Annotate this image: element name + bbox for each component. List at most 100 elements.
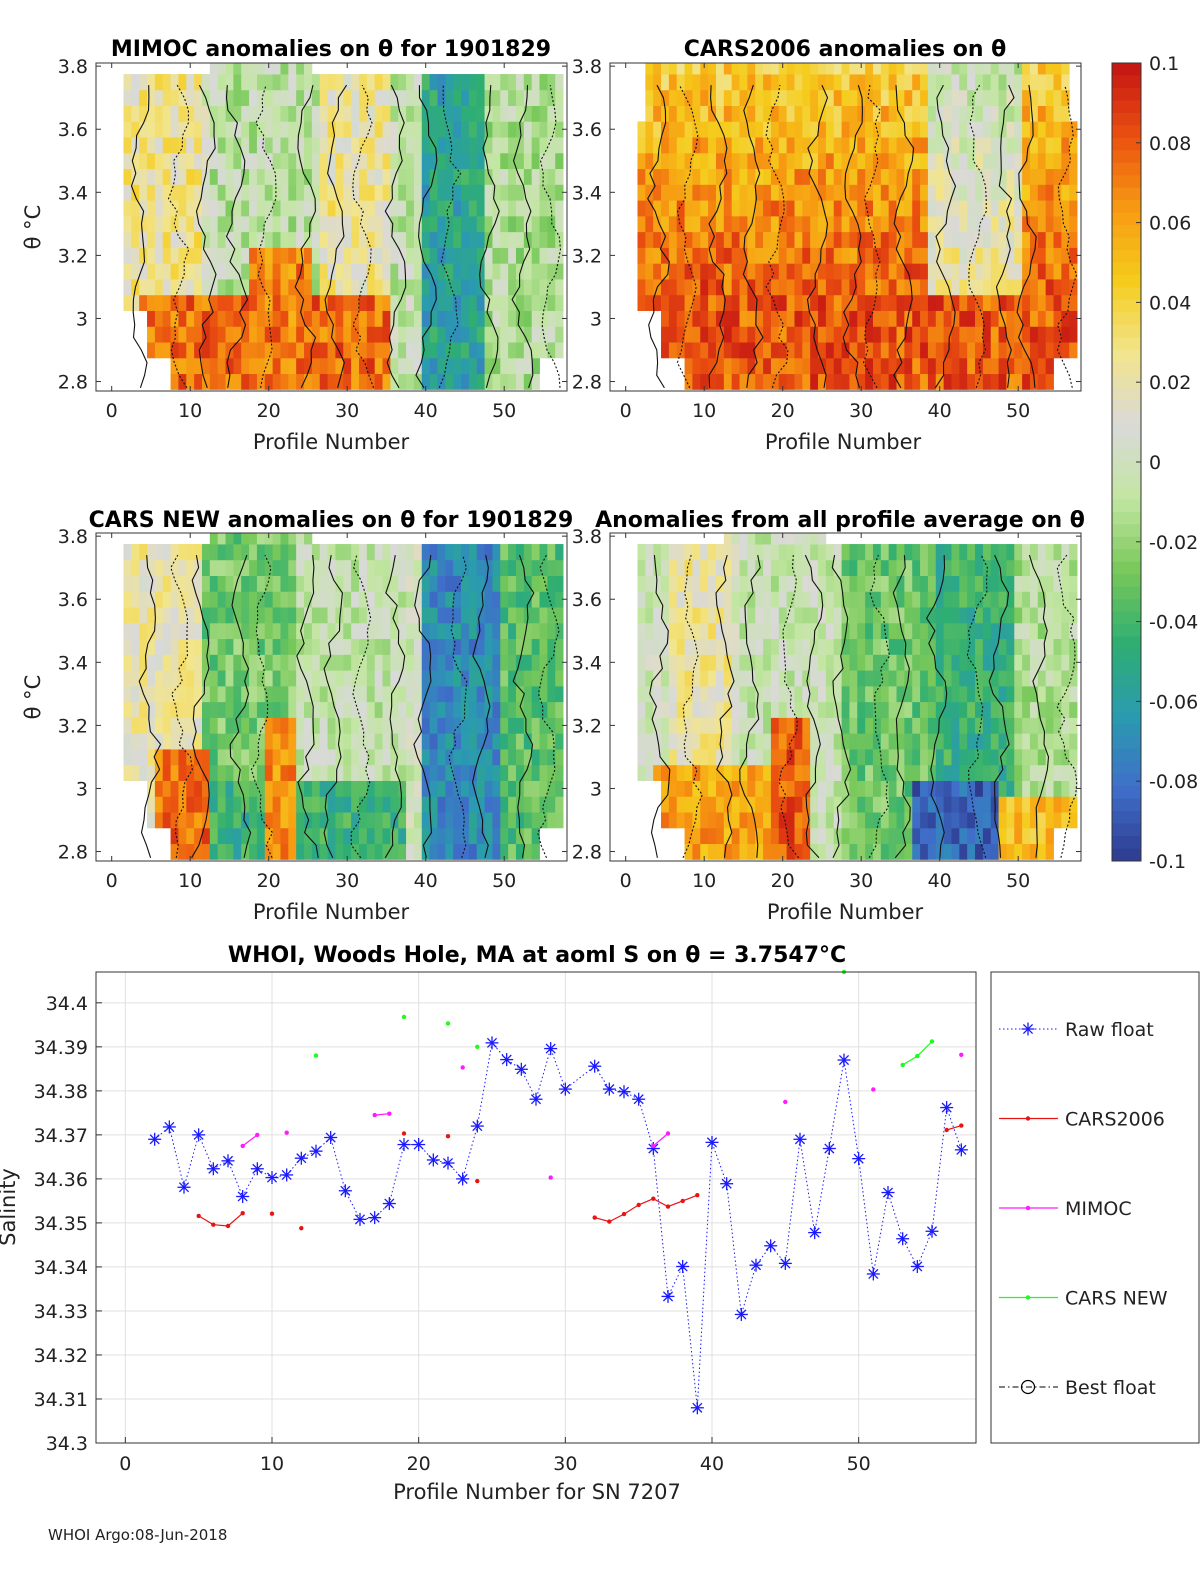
- heatmap-cell: [390, 843, 399, 860]
- heatmap-cell: [802, 591, 811, 608]
- heatmap-cell: [802, 121, 811, 138]
- heatmap-cell: [825, 152, 835, 170]
- heatmap-cell: [249, 121, 258, 138]
- heatmap-cell: [264, 200, 274, 217]
- contour-line: [384, 555, 406, 859]
- heatmap-cell: [178, 342, 187, 359]
- heatmap-cell: [421, 780, 431, 797]
- heatmap-cell: [778, 544, 788, 561]
- x-tick-label: 30: [335, 870, 359, 892]
- heatmap-cell: [1053, 168, 1062, 185]
- heatmap-cell: [778, 231, 788, 248]
- heatmap-cell: [319, 137, 328, 154]
- heatmap-cell: [1053, 121, 1062, 138]
- heatmap-cell: [668, 575, 678, 592]
- heatmap-cell: [833, 717, 842, 734]
- heatmap-cell: [935, 749, 945, 766]
- heatmap-cell: [249, 843, 258, 860]
- heatmap-cell: [951, 326, 960, 343]
- heatmap-cell: [209, 733, 219, 750]
- heatmap-cell: [731, 373, 740, 390]
- heatmap-cell: [131, 749, 140, 766]
- x-tick-label: 40: [928, 400, 952, 422]
- heatmap-cell: [406, 231, 415, 248]
- heatmap-cell: [123, 168, 132, 185]
- heatmap-cell: [1022, 717, 1031, 734]
- heatmap-cell: [661, 796, 670, 813]
- plot-frame: [95, 62, 568, 392]
- heatmap-cell: [453, 685, 462, 703]
- heatmap-cell: [990, 373, 999, 390]
- heatmap-cell: [539, 279, 548, 296]
- heatmap-cell: [708, 105, 717, 122]
- heatmap-cell: [912, 670, 921, 687]
- heatmap-cell: [1037, 89, 1047, 106]
- heatmap-cell: [786, 591, 795, 608]
- heatmap-cell: [453, 654, 462, 671]
- heatmap-cell: [170, 733, 179, 750]
- heatmap-cell: [700, 827, 709, 845]
- heatmap-cell: [523, 544, 533, 561]
- heatmap-cell: [508, 89, 517, 106]
- heatmap-cell: [1069, 701, 1078, 718]
- heatmap-cell: [461, 780, 470, 797]
- heatmap-cell: [304, 591, 313, 608]
- heatmap-cell: [170, 654, 179, 671]
- heatmap-cell: [296, 796, 305, 813]
- colorbar-band: [1112, 499, 1141, 513]
- heatmap-cell: [857, 63, 866, 75]
- heatmap-cell: [225, 279, 234, 296]
- heatmap-cell: [264, 670, 274, 687]
- heatmap-cell: [523, 812, 533, 829]
- heatmap-cell: [692, 717, 701, 734]
- heatmap-cell: [912, 184, 921, 201]
- heatmap-cell: [841, 294, 850, 311]
- heatmap-cell: [515, 184, 525, 201]
- heatmap-cell: [880, 607, 890, 624]
- heatmap-cell: [523, 843, 533, 860]
- heatmap-cell: [1006, 559, 1015, 576]
- heatmap-cell: [692, 137, 701, 154]
- heatmap-cell: [943, 184, 952, 201]
- heatmap-cell: [935, 796, 945, 813]
- heatmap-cell: [531, 279, 540, 296]
- heatmap-cell: [849, 607, 858, 624]
- y-tick-label: 3: [76, 778, 88, 800]
- heatmap-cell: [555, 654, 564, 671]
- heatmap-cell: [896, 717, 905, 734]
- heatmap-cell: [794, 200, 803, 217]
- heatmap-cell: [288, 764, 297, 781]
- heatmap-cell: [1061, 544, 1070, 561]
- heatmap-cell: [849, 373, 858, 390]
- heatmap-cell: [841, 89, 850, 106]
- heatmap-cell: [715, 544, 725, 561]
- heatmap-cell: [739, 559, 748, 576]
- heatmap-cell: [700, 701, 709, 718]
- heatmap-cell: [225, 373, 234, 390]
- heatmap-cell: [256, 121, 266, 138]
- heatmap-cell: [786, 105, 795, 122]
- heatmap-cell: [178, 74, 187, 91]
- heatmap-cell: [990, 559, 999, 576]
- heatmap-cell: [288, 310, 297, 327]
- colorbar-band: [1112, 337, 1141, 351]
- heatmap-cell: [296, 342, 305, 359]
- heatmap-cell: [335, 342, 344, 359]
- heatmap-cell: [123, 701, 132, 718]
- heatmap-cell: [668, 74, 678, 91]
- heatmap-cell: [531, 168, 540, 185]
- heatmap-cell: [904, 780, 913, 797]
- heatmap-cell: [280, 279, 289, 296]
- heatmap-cell: [547, 591, 556, 608]
- heatmap-cell: [413, 310, 423, 327]
- heatmap-cell: [715, 607, 725, 624]
- heatmap-cell: [967, 780, 976, 797]
- heatmap-cell: [468, 310, 478, 327]
- heatmap-cell: [841, 559, 850, 576]
- heatmap-cell: [147, 168, 156, 185]
- heatmap-cell: [692, 89, 701, 106]
- heatmap-cell: [982, 796, 992, 813]
- heatmap-cell: [233, 533, 242, 545]
- contour-line: [195, 84, 217, 388]
- heatmap-cell: [1053, 152, 1062, 170]
